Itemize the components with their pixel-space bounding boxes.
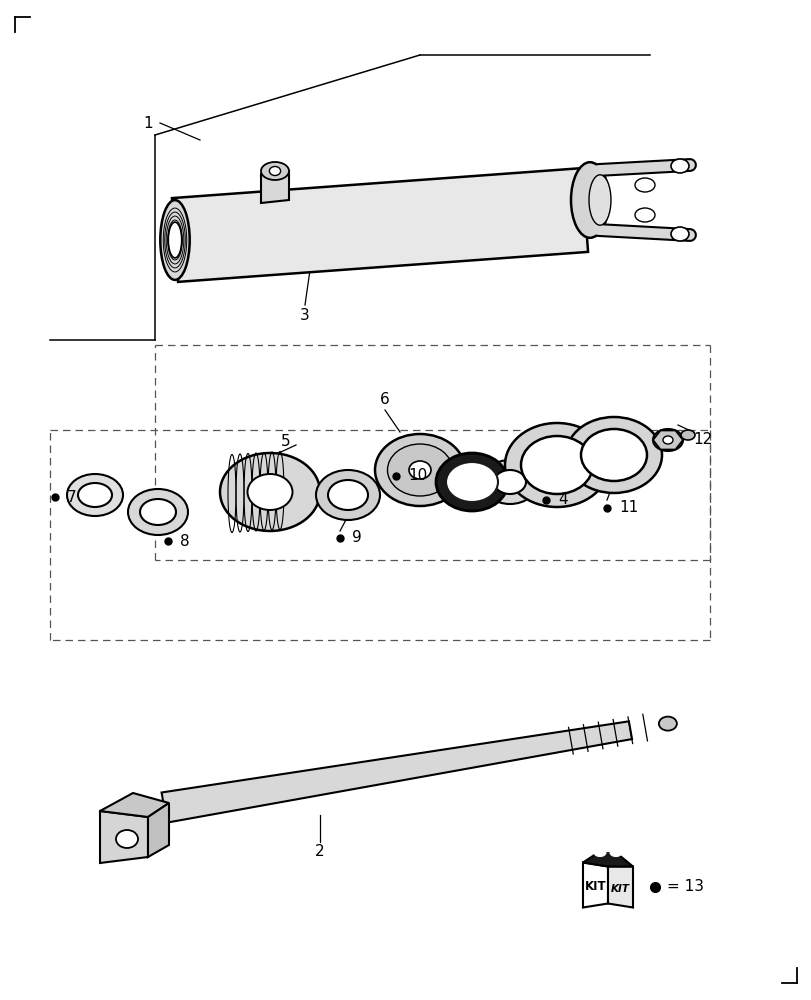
Ellipse shape	[168, 222, 182, 258]
Ellipse shape	[581, 429, 646, 481]
Ellipse shape	[315, 470, 380, 520]
Ellipse shape	[658, 717, 676, 731]
Polygon shape	[100, 793, 169, 817]
Ellipse shape	[680, 430, 694, 440]
Ellipse shape	[269, 167, 281, 176]
Ellipse shape	[139, 499, 176, 525]
Polygon shape	[607, 866, 633, 907]
Ellipse shape	[504, 423, 608, 507]
Ellipse shape	[409, 461, 431, 479]
Ellipse shape	[482, 460, 538, 504]
Ellipse shape	[594, 848, 605, 856]
Polygon shape	[260, 171, 289, 203]
Ellipse shape	[565, 417, 661, 493]
Ellipse shape	[247, 474, 292, 510]
Polygon shape	[100, 811, 148, 863]
Text: 12: 12	[692, 432, 711, 448]
Ellipse shape	[652, 429, 682, 451]
Text: 7: 7	[67, 489, 76, 504]
Text: 9: 9	[351, 530, 362, 546]
Text: 3: 3	[300, 308, 310, 322]
Text: KIT: KIT	[584, 880, 606, 894]
Ellipse shape	[160, 200, 190, 280]
Ellipse shape	[220, 453, 320, 531]
Text: = 13: = 13	[666, 880, 703, 894]
Ellipse shape	[670, 227, 689, 241]
Ellipse shape	[588, 175, 610, 225]
Ellipse shape	[128, 489, 188, 535]
Ellipse shape	[493, 470, 526, 494]
Text: 1: 1	[143, 116, 152, 131]
Ellipse shape	[116, 830, 138, 848]
Text: 8: 8	[180, 534, 190, 548]
Ellipse shape	[78, 483, 112, 507]
Polygon shape	[172, 168, 587, 282]
Ellipse shape	[375, 434, 465, 506]
Ellipse shape	[601, 843, 613, 851]
Text: 5: 5	[281, 434, 290, 450]
Text: 2: 2	[315, 844, 324, 859]
Ellipse shape	[663, 436, 672, 444]
Text: KIT: KIT	[610, 884, 629, 894]
Text: 11: 11	[618, 500, 637, 516]
Ellipse shape	[387, 444, 452, 496]
Ellipse shape	[260, 162, 289, 180]
Polygon shape	[582, 846, 633, 866]
Text: 4: 4	[557, 492, 567, 508]
Ellipse shape	[570, 162, 608, 238]
Polygon shape	[582, 862, 607, 907]
Ellipse shape	[328, 480, 367, 510]
Ellipse shape	[521, 436, 592, 494]
Polygon shape	[161, 721, 631, 823]
Ellipse shape	[67, 474, 122, 516]
Polygon shape	[148, 803, 169, 857]
Text: 6: 6	[380, 392, 389, 408]
Polygon shape	[652, 430, 682, 450]
Ellipse shape	[445, 462, 497, 502]
Ellipse shape	[436, 453, 508, 511]
Text: 10: 10	[407, 468, 427, 484]
Ellipse shape	[670, 159, 689, 173]
Ellipse shape	[609, 848, 621, 856]
